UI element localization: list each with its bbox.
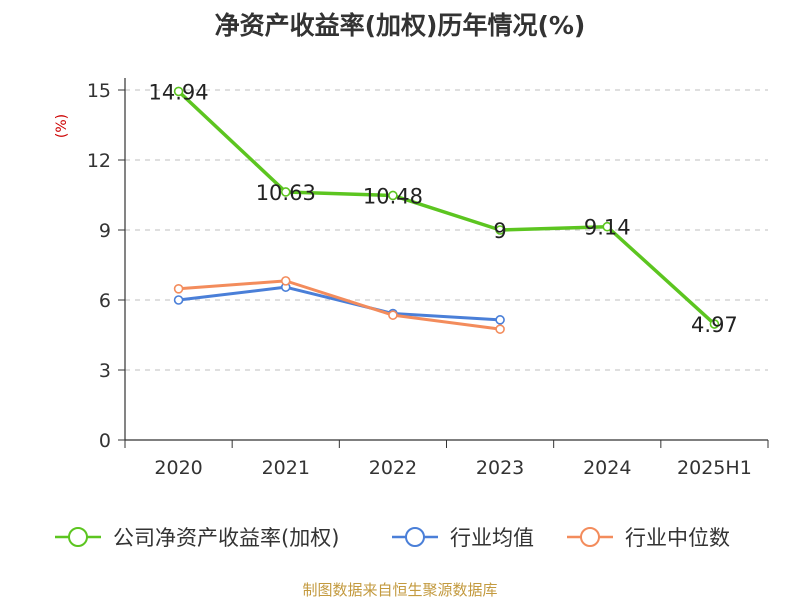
x-tick-label: 2022 — [369, 457, 417, 479]
data-point — [709, 319, 720, 329]
data-point — [173, 295, 184, 305]
data-point — [388, 190, 398, 201]
legend-label: 公司净资产收益率(加权) — [113, 526, 339, 550]
data-label: 10.48 — [363, 184, 423, 208]
y-tick-label: 3 — [99, 360, 111, 382]
legend-marker — [68, 527, 88, 547]
y-tick-label: 0 — [99, 430, 111, 452]
data-label: 4.97 — [691, 313, 738, 337]
x-tick-label: 2025H1 — [677, 457, 752, 479]
data-point — [280, 276, 291, 286]
x-tick-label: 2021 — [262, 457, 310, 479]
y-tick-label: 6 — [99, 290, 111, 312]
data-point — [173, 283, 184, 294]
legend: 公司净资产收益率(加权) 行业均值 行业中位数 — [55, 526, 730, 550]
series-line-0 — [177, 90, 716, 326]
data-label: 14.94 — [149, 80, 209, 104]
legend-label: 行业均值 — [450, 526, 534, 550]
data-label: 9 — [493, 219, 506, 243]
axes: 0 3 6 9 12 15 2020 2021 2022 2023 2024 2025H1 — [87, 78, 769, 479]
data-label: 9.14 — [584, 216, 631, 240]
data-point — [388, 310, 398, 320]
legend-marker — [580, 527, 600, 547]
legend-label: 行业中位数 — [625, 526, 730, 550]
data-label: 10.63 — [256, 181, 316, 205]
y-axis-label: (%) — [54, 114, 70, 138]
x-tick-label: 2023 — [476, 457, 524, 479]
x-tick-label: 2024 — [583, 457, 631, 479]
chart-title: 净资产收益率(加权)历年情况(%) — [214, 11, 586, 40]
data-point — [495, 225, 505, 235]
data-point — [280, 187, 291, 197]
x-tick-label: 2020 — [154, 457, 202, 479]
legend-marker — [405, 527, 425, 547]
series-line-2 — [178, 279, 501, 331]
series-line-1 — [178, 285, 501, 322]
y-tick-label: 9 — [99, 220, 111, 242]
grid-lines — [125, 89, 768, 371]
series-layer: 14.94 10.63 10.48 9 9.14 4.97 — [149, 80, 738, 337]
data-point — [173, 86, 184, 97]
data-point — [602, 221, 613, 232]
data-point — [495, 315, 505, 325]
y-tick-label: 15 — [87, 80, 111, 102]
y-tick-label: 12 — [87, 150, 111, 172]
source-note: 制图数据来自恒生聚源数据库 — [302, 581, 498, 599]
data-point — [495, 324, 505, 334]
